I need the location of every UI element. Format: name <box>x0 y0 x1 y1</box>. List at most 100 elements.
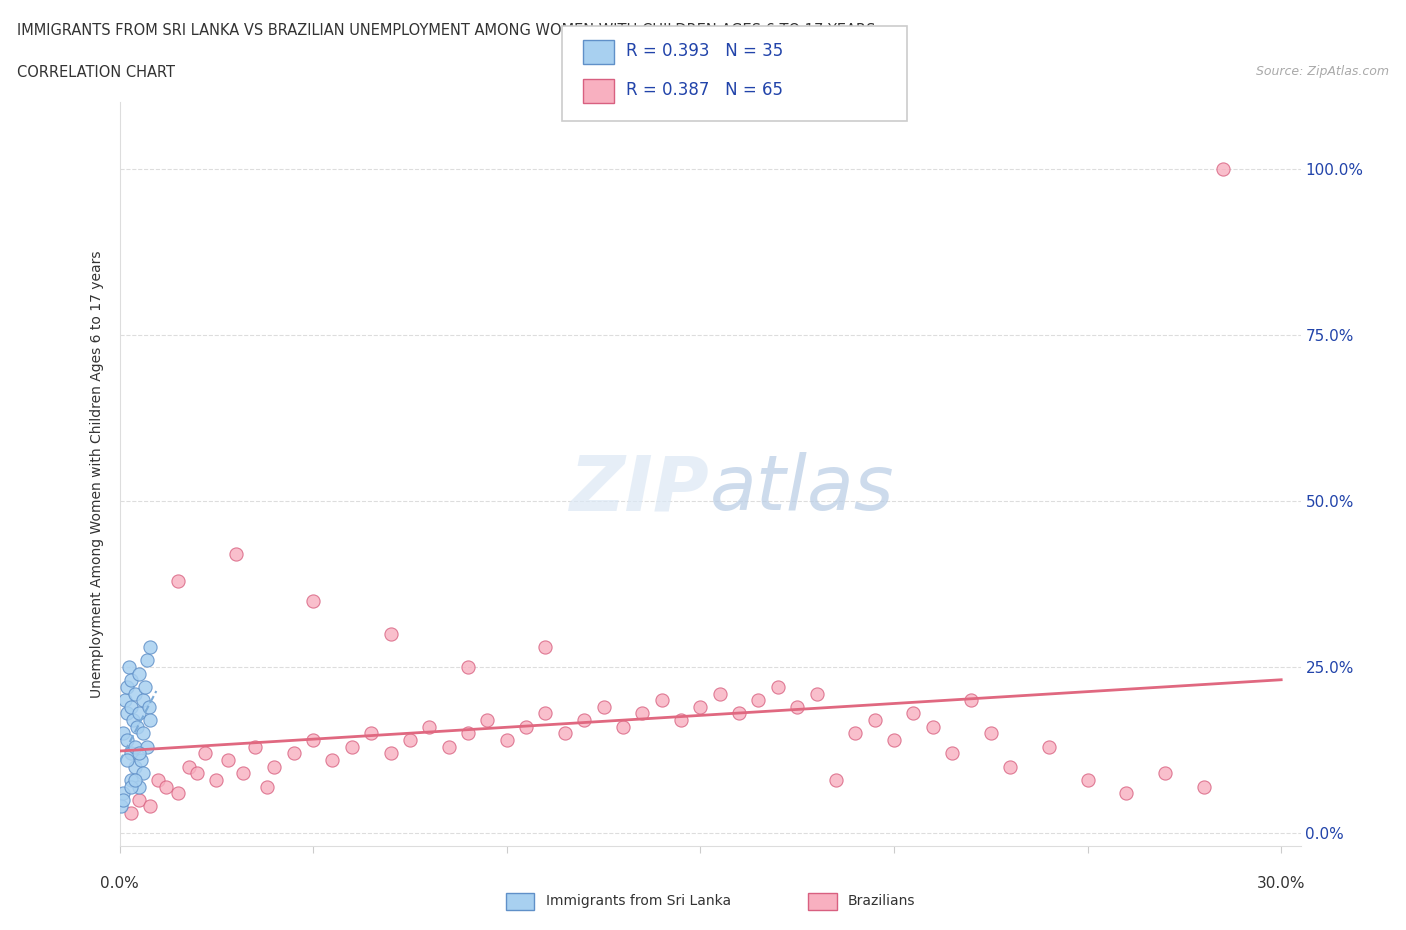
Point <box>669 712 692 727</box>
Point <box>128 706 150 721</box>
Point <box>1192 779 1215 794</box>
Point <box>302 733 325 748</box>
Point <box>863 712 886 727</box>
Point <box>120 805 142 820</box>
Point <box>631 706 654 721</box>
Point <box>380 626 402 641</box>
Point <box>124 773 146 788</box>
Point <box>302 593 325 608</box>
Point <box>651 693 673 708</box>
Point <box>194 746 217 761</box>
Point <box>457 659 479 674</box>
Point <box>205 773 228 788</box>
Text: R = 0.387   N = 65: R = 0.387 N = 65 <box>626 81 783 100</box>
Point <box>1038 739 1060 754</box>
Point <box>728 706 751 721</box>
Point <box>217 752 239 767</box>
Point <box>340 739 363 754</box>
Point <box>128 792 150 807</box>
Point <box>135 739 157 754</box>
Point <box>572 712 595 727</box>
Point <box>980 726 1002 741</box>
Point <box>437 739 460 754</box>
Point <box>112 792 135 807</box>
Point <box>124 759 146 774</box>
Point <box>124 686 146 701</box>
Point <box>124 739 146 754</box>
Text: 30.0%: 30.0% <box>1257 876 1305 891</box>
Point <box>457 726 479 741</box>
Point <box>515 719 537 734</box>
Point <box>495 733 517 748</box>
Point <box>166 786 188 801</box>
Point <box>134 680 156 695</box>
Point <box>117 733 139 748</box>
Text: 0.0%: 0.0% <box>100 876 139 891</box>
Point <box>138 699 160 714</box>
Point <box>148 773 170 788</box>
Point <box>921 719 943 734</box>
Point <box>129 752 152 767</box>
Point <box>283 746 305 761</box>
Point <box>689 699 711 714</box>
Point <box>1212 161 1234 176</box>
Point <box>554 726 576 741</box>
Point <box>118 659 141 674</box>
Point <box>786 699 808 714</box>
Point <box>120 746 142 761</box>
Point <box>117 706 139 721</box>
Point <box>747 693 769 708</box>
Point <box>534 706 557 721</box>
Point <box>139 712 162 727</box>
Text: atlas: atlas <box>710 452 894 526</box>
Point <box>114 693 136 708</box>
Point <box>825 773 848 788</box>
Point <box>321 752 343 767</box>
Point <box>139 799 162 814</box>
Point <box>960 693 983 708</box>
Point <box>112 786 135 801</box>
Point <box>132 726 155 741</box>
Text: ZIP: ZIP <box>571 452 710 526</box>
Point <box>806 686 828 701</box>
Point <box>883 733 905 748</box>
Point <box>139 640 162 655</box>
Point <box>132 693 155 708</box>
Point <box>128 779 150 794</box>
Point <box>128 666 150 681</box>
Point <box>186 765 208 780</box>
Point <box>110 799 132 814</box>
Point <box>998 759 1021 774</box>
Point <box>225 547 247 562</box>
Point <box>766 680 789 695</box>
Text: R = 0.393   N = 35: R = 0.393 N = 35 <box>626 42 783 60</box>
Point <box>256 779 278 794</box>
Point <box>592 699 614 714</box>
Point <box>232 765 254 780</box>
Point <box>1115 786 1137 801</box>
Point <box>120 672 142 687</box>
Point <box>117 680 139 695</box>
Point <box>903 706 925 721</box>
Point <box>418 719 440 734</box>
Text: CORRELATION CHART: CORRELATION CHART <box>17 65 174 80</box>
Point <box>120 779 142 794</box>
Point <box>155 779 177 794</box>
Point <box>120 699 142 714</box>
Point <box>120 773 142 788</box>
Point <box>612 719 634 734</box>
Point <box>1077 773 1099 788</box>
Text: Source: ZipAtlas.com: Source: ZipAtlas.com <box>1256 65 1389 78</box>
Point <box>112 726 135 741</box>
Point <box>1154 765 1177 780</box>
Point <box>380 746 402 761</box>
Point <box>135 653 157 668</box>
Point <box>122 712 145 727</box>
Point <box>477 712 499 727</box>
Text: IMMIGRANTS FROM SRI LANKA VS BRAZILIAN UNEMPLOYMENT AMONG WOMEN WITH CHILDREN AG: IMMIGRANTS FROM SRI LANKA VS BRAZILIAN U… <box>17 23 876 38</box>
Point <box>132 765 155 780</box>
Point <box>360 726 382 741</box>
Point <box>243 739 266 754</box>
Point <box>709 686 731 701</box>
Point <box>125 719 148 734</box>
